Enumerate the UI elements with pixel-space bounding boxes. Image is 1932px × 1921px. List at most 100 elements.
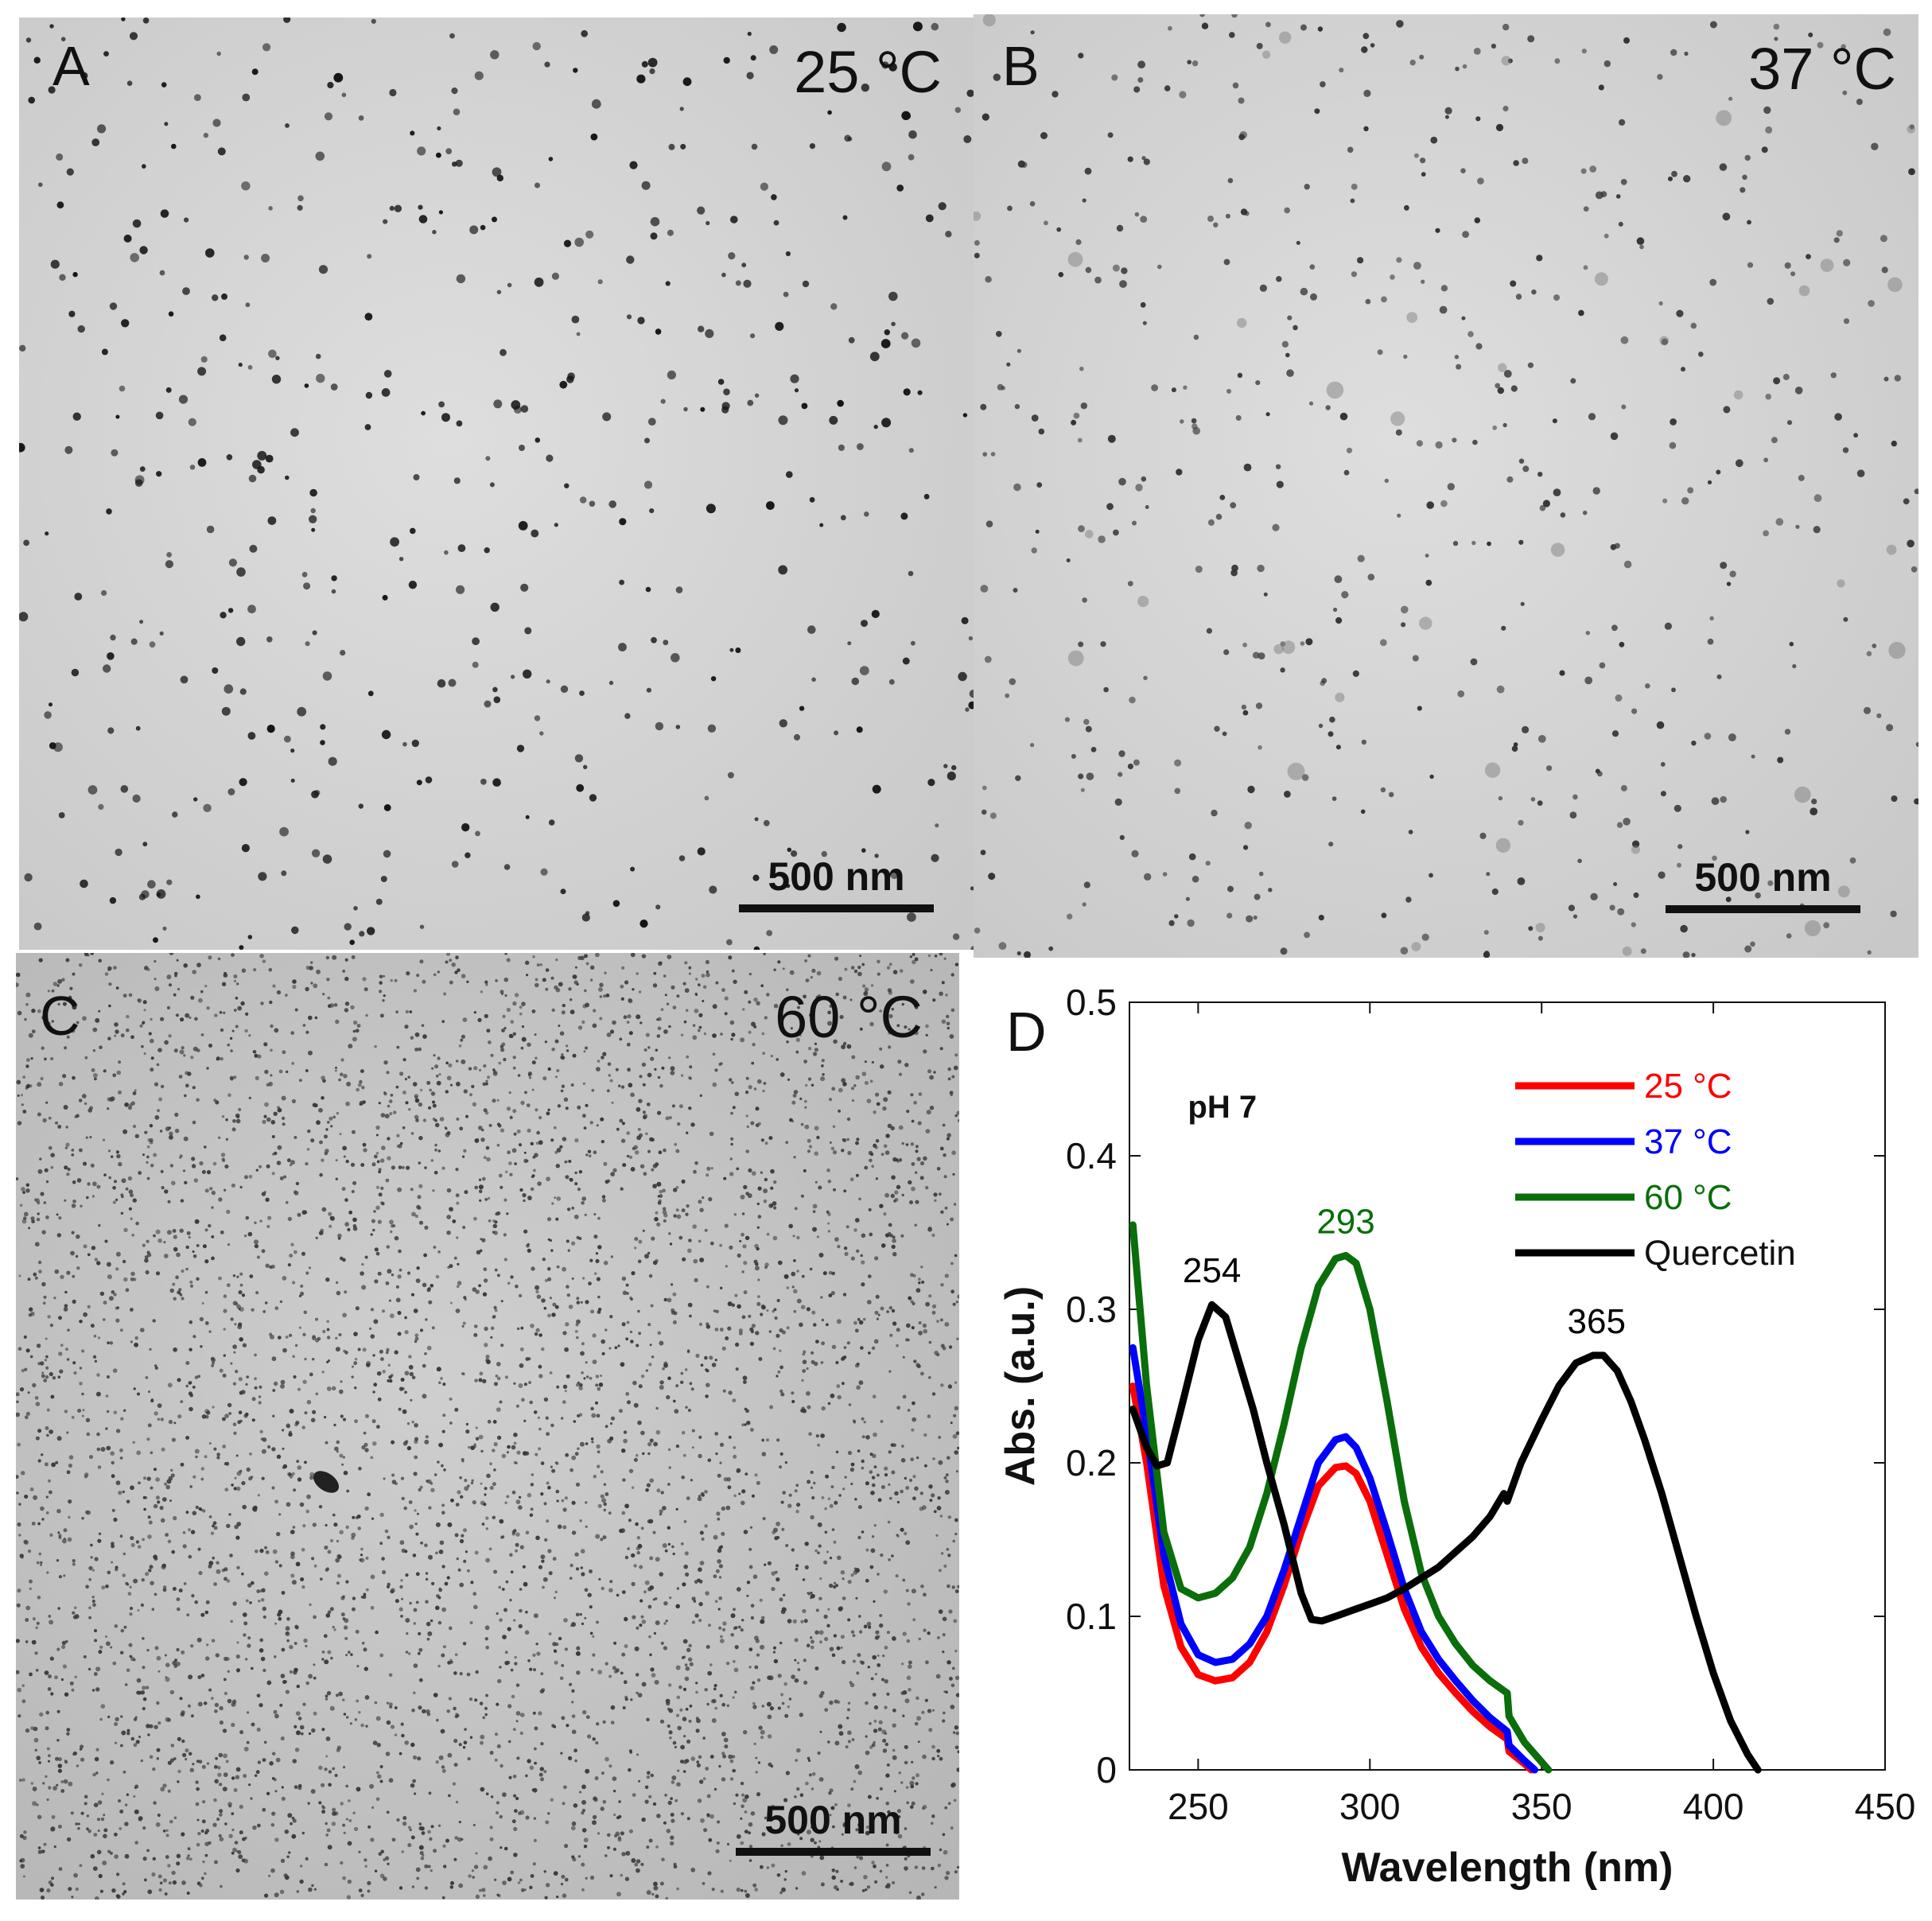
nanoparticle-dot — [844, 1476, 847, 1479]
nanoparticle-dot — [106, 1641, 111, 1647]
nanoparticle-dot — [939, 1146, 944, 1151]
nanoparticle-dot — [630, 953, 636, 958]
nanoparticle-dot — [465, 1114, 468, 1118]
nanoparticle-dot — [176, 1861, 181, 1866]
nanoparticle-dot — [515, 1549, 518, 1553]
nanoparticle-dot — [707, 724, 717, 733]
nanoparticle-dot — [740, 1817, 743, 1820]
nanoparticle-dot — [1265, 412, 1270, 417]
nanoparticle-dot — [258, 1395, 262, 1398]
nanoparticle-dot — [850, 966, 855, 970]
nanoparticle-dot — [75, 1822, 78, 1826]
nanoparticle-dot — [120, 1211, 124, 1215]
nanoparticle-dot — [360, 1893, 364, 1898]
nanoparticle-dot — [600, 1494, 604, 1499]
nanoparticle-dot — [921, 1505, 927, 1511]
nanoparticle-dot — [1784, 729, 1791, 735]
nanoparticle-dot — [386, 1810, 390, 1814]
nanoparticle-dot — [114, 1034, 117, 1037]
nanoparticle-dot — [1890, 910, 1897, 918]
nanoparticle-dot — [460, 1495, 464, 1499]
nanoparticle-dot — [780, 1693, 784, 1697]
nanoparticle-dot — [60, 37, 66, 41]
nanoparticle-dot — [904, 1025, 908, 1029]
nanoparticle-dot — [647, 1442, 652, 1447]
nanoparticle-dot — [190, 1644, 194, 1648]
nanoparticle-dot — [330, 1656, 333, 1660]
nanoparticle-dot — [700, 1818, 705, 1823]
nanoparticle-dot — [945, 994, 948, 997]
nanoparticle-dot — [912, 1274, 916, 1277]
nanoparticle-dot — [542, 978, 546, 982]
nanoparticle-dot — [518, 1505, 523, 1510]
nanoparticle-dot — [135, 1540, 140, 1544]
nanoparticle-dot — [585, 962, 589, 966]
nanoparticle-dot — [409, 1601, 412, 1605]
scale-bar-a-line — [739, 904, 934, 912]
nanoparticle-dot — [520, 1326, 524, 1330]
nanoparticle-dot — [489, 482, 495, 488]
nanoparticle-dot — [496, 1362, 501, 1367]
nanoparticle-dot — [952, 1539, 955, 1543]
nanoparticle-dot — [793, 1156, 796, 1159]
nanoparticle-dot — [565, 1322, 569, 1327]
nanoparticle-dot — [383, 1858, 387, 1861]
nanoparticle-dot — [202, 1800, 206, 1804]
nanoparticle-dot — [180, 1017, 185, 1022]
nanoparticle-dot — [1082, 597, 1087, 603]
nanoparticle-dot — [538, 1427, 542, 1431]
nanoparticle-dot — [637, 1420, 642, 1425]
nanoparticle-dot — [25, 1640, 29, 1643]
nanoparticle-dot — [874, 854, 879, 858]
nanoparticle-dot — [645, 586, 651, 593]
nanoparticle-dot — [169, 1164, 174, 1168]
nanoparticle-dot — [753, 1087, 757, 1091]
nanoparticle-dot — [484, 980, 488, 984]
nanoparticle-dot — [559, 380, 568, 389]
nanoparticle-dot — [665, 1620, 668, 1623]
nanoparticle-dot — [107, 652, 115, 660]
nanoparticle-dot — [776, 1521, 780, 1526]
nanoparticle-dot — [464, 1190, 468, 1195]
nanoparticle-dot — [157, 1403, 162, 1408]
nanoparticle-dot — [1301, 774, 1309, 781]
nanoparticle-dot — [616, 1593, 620, 1597]
nanoparticle-dot — [766, 1866, 770, 1869]
nanoparticle-dot — [235, 1486, 241, 1491]
nanoparticle-dot — [1761, 146, 1768, 154]
nanoparticle-dot — [230, 1049, 233, 1052]
nanoparticle-dot — [360, 1723, 364, 1728]
nanoparticle-dot — [212, 1361, 215, 1365]
nanoparticle-dot — [353, 906, 358, 911]
nanoparticle-dot — [667, 370, 677, 379]
nanoparticle-dot — [155, 1229, 161, 1235]
nanoparticle-dot — [1227, 885, 1234, 892]
nanoparticle-dot — [555, 959, 558, 962]
nanoparticle-dot — [171, 1870, 176, 1876]
nanoparticle-dot — [920, 1371, 924, 1376]
nanoparticle-dot — [119, 1827, 122, 1830]
nanoparticle-dot — [768, 1136, 773, 1141]
nanoparticle-dot — [1225, 213, 1230, 219]
nanoparticle-dot — [560, 889, 566, 895]
nanoparticle-dot — [1806, 254, 1811, 259]
nanoparticle-dot — [680, 1380, 684, 1384]
nanoparticle-dot — [474, 1550, 479, 1555]
nanoparticle-dot — [628, 1767, 632, 1772]
nanoparticle-dot — [947, 1077, 951, 1081]
nanoparticle-dot — [456, 1557, 459, 1561]
nanoparticle-dot — [569, 1682, 573, 1686]
nanoparticle-dot — [34, 1651, 38, 1655]
nanoparticle-dot — [985, 276, 992, 283]
nanoparticle-dot — [44, 711, 52, 719]
nanoparticle-dot — [139, 1024, 143, 1028]
nanoparticle-dot — [376, 1371, 382, 1376]
nanoparticle-dot — [951, 1585, 955, 1589]
nanoparticle-dot — [328, 1116, 333, 1121]
nanoparticle-dot — [780, 1392, 785, 1397]
nanoparticle-dot — [220, 1153, 226, 1157]
nanoparticle-dot — [1618, 221, 1623, 227]
nanoparticle-dot — [165, 560, 173, 569]
nanoparticle-dot — [668, 143, 675, 150]
nanoparticle-dot — [594, 1775, 599, 1781]
